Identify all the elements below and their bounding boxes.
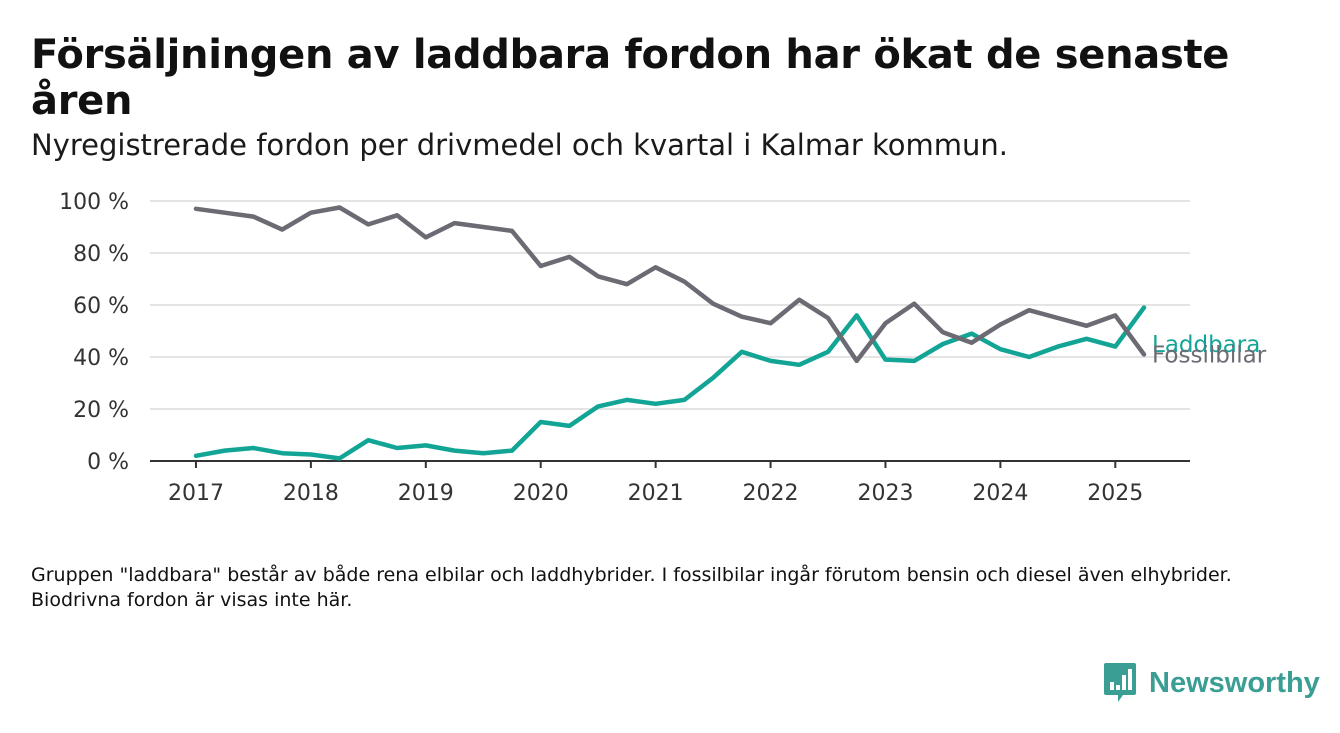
grid-lines — [150, 200, 1190, 462]
x-tick-label: 2023 — [857, 481, 913, 506]
brand-logo: Newsworthy — [1103, 662, 1320, 704]
line-chart: 0 % 20 % 40 % 60 % 80 % 100 % 2017 2018 2019 202… — [59, 190, 1267, 506]
x-tick-label: 2024 — [972, 481, 1028, 506]
x-tick-label: 2019 — [398, 481, 454, 506]
y-tick-label: 100 % — [59, 190, 129, 215]
series-line-fossilbilar — [193, 205, 1147, 364]
y-tick-label: 80 % — [73, 242, 129, 267]
x-tick-label: 2017 — [168, 481, 224, 506]
series-label-laddbara: Laddbara — [1152, 332, 1260, 358]
series-lines — [193, 205, 1147, 461]
chart-subtitle: Nyregistrerade fordon per drivmedel och … — [31, 128, 1008, 162]
x-tick-label: 2020 — [513, 481, 569, 506]
y-tick-label: 20 % — [73, 398, 129, 423]
brand-name: Newsworthy — [1149, 666, 1320, 699]
series-label-fossilbilar: Fossilbilar — [1152, 342, 1267, 368]
y-tick-label: 0 % — [87, 450, 129, 475]
series-line-laddbara — [193, 305, 1147, 461]
footnote: Gruppen "laddbara" består av både rena e… — [31, 564, 1232, 611]
y-tick-label: 60 % — [73, 294, 129, 319]
x-tick-label: 2022 — [743, 481, 799, 506]
x-tick-label: 2021 — [628, 481, 684, 506]
chart-title: Försäljningen av laddbara fordon har öka… — [31, 32, 1230, 124]
y-tick-label: 40 % — [73, 346, 129, 371]
x-tick-label: 2018 — [283, 481, 339, 506]
x-axis-ticks: 2017 2018 2019 2020 2021 2022 2023 2024 2025 — [168, 461, 1143, 506]
x-tick-label: 2025 — [1087, 481, 1143, 506]
bar-chart-speech-bubble-icon — [1104, 663, 1136, 702]
y-axis-ticks: 0 % 20 % 40 % 60 % 80 % 100 % — [59, 190, 129, 475]
